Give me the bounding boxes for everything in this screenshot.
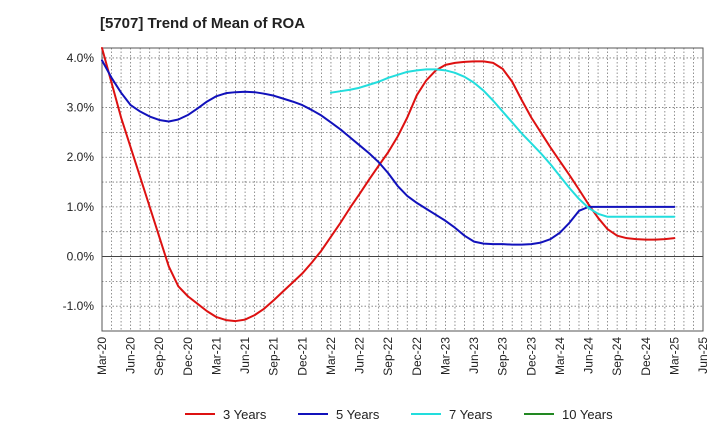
x-tick-label: Sep-23 [496,337,510,376]
y-tick-label: -1.0% [63,299,95,313]
x-tick-label: Mar-24 [553,337,567,375]
series-layer [101,47,676,323]
x-tick-label: Sep-21 [267,337,281,376]
y-tick-label: 1.0% [67,200,95,214]
plot-frame [101,47,704,332]
x-tick-label: Mar-25 [667,337,681,375]
series-line-3-years [101,47,676,323]
x-tick-label: Sep-22 [381,337,395,376]
x-tick-label: Mar-23 [438,337,452,375]
grid-layer [101,48,704,331]
x-tick-label: Dec-20 [181,337,195,376]
x-tick-label: Jun-20 [124,337,138,374]
legend-label-7-years: 7 Years [449,407,493,422]
x-tick-label: Mar-21 [209,337,223,375]
x-tick-label: Dec-24 [639,337,653,376]
x-axis-ticks: Mar-20 Jun-20 Sep-20 Dec-20 Mar-21 Jun-21 Sep-… [95,337,710,376]
legend-label-10-years: 10 Years [562,407,613,422]
x-tick-label: Dec-21 [295,337,309,376]
x-tick-label: Dec-23 [524,337,538,376]
y-tick-label: 0.0% [67,250,95,264]
x-tick-label: Jun-24 [582,337,596,374]
x-tick-label: Jun-25 [696,337,710,374]
x-tick-label: Jun-22 [353,337,367,374]
y-tick-label: 2.0% [67,150,95,164]
x-tick-label: Dec-22 [410,337,424,376]
legend: 3 Years 5 Years 7 Years 10 Years [185,407,613,422]
x-tick-label: Jun-21 [238,337,252,374]
legend-label-5-years: 5 Years [336,407,380,422]
x-tick-label: Mar-20 [95,337,109,375]
chart-title: [5707] Trend of Mean of ROA [100,15,305,32]
y-tick-label: 4.0% [67,51,95,65]
x-tick-label: Mar-22 [324,337,338,375]
x-tick-label: Sep-20 [152,337,166,376]
series-line-5-years [101,59,676,246]
legend-label-3-years: 3 Years [223,407,267,422]
y-axis-ticks: 4.0% 3.0% 2.0% 1.0% 0.0% -1.0% [63,51,95,313]
x-tick-label: Sep-24 [610,337,624,376]
x-tick-label: Jun-23 [467,337,481,374]
series-line-7-years [329,68,676,218]
y-tick-label: 3.0% [67,101,95,115]
